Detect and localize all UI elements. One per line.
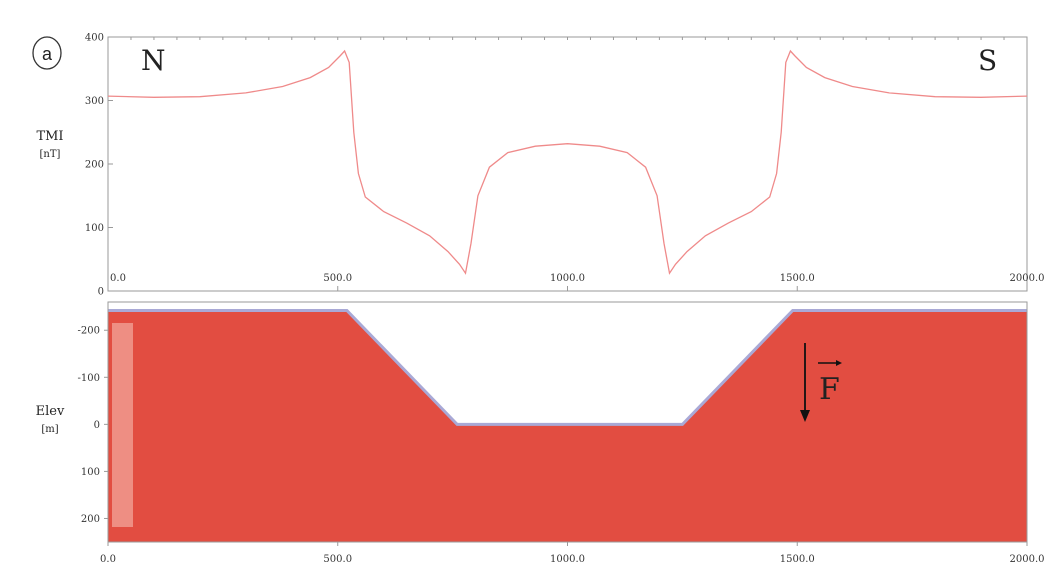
tmi-x-tick-label: 2000.0 [1010,273,1045,284]
tmi-y-tick-label: 400 [85,33,104,44]
tmi-y-tick-label: 300 [85,96,104,107]
tmi-x-tick-label: 1500.0 [780,273,815,284]
force-vector-bar-head [836,360,842,366]
elev-y-tick-label: 200 [81,514,100,525]
tmi-x-tick-label: 0.0 [110,273,126,284]
elev-y-tick-label: -100 [78,373,100,384]
elev-panel: 0.0 500.0 1000.0 1500.0 2000.0 -200 -100 0 100 2… [36,301,1045,565]
elev-y-tick-label: 0 [94,420,100,431]
south-label: S [978,44,997,77]
tmi-series-line [107,49,1028,275]
tmi-y-tick-label: 0 [98,287,104,298]
elev-y-axis: -200 -100 0 100 200 [78,326,108,525]
tmi-x-axis: 0.0 500.0 1000.0 1500.0 2000.0 [107,37,1045,291]
tmi-y-axis: 0 100 200 300 400 [85,33,113,298]
elev-y-tick-label: 100 [81,467,100,478]
elev-x-tick-label: 500.0 [323,554,352,565]
magnetic-body-top-edge [108,309,1027,426]
panel-letter-circle [32,36,62,70]
tmi-y-tick-label: 100 [85,223,104,234]
tmi-x-tick-label: 1000.0 [550,273,585,284]
elev-x-tick-label: 0.0 [100,554,116,565]
north-label: N [141,44,166,77]
force-label: F [819,372,840,407]
tmi-plot-frame [107,36,1028,292]
elev-x-tick-label: 1000.0 [550,554,585,565]
tmi-x-tick-label: 500.0 [323,273,352,284]
elev-y-tick-label: -200 [78,326,100,337]
field-arrow-head [800,410,810,422]
elev-x-tick-label: 2000.0 [1010,554,1045,565]
elev-axis-label: Elev [36,404,65,419]
tmi-y-tick-label: 200 [85,160,104,171]
panel-letter: a [42,44,53,64]
tmi-axis-label: TMI [36,129,63,144]
elev-x-axis: 0.0 500.0 1000.0 1500.0 2000.0 [100,542,1045,565]
tmi-axis-unit: [nT] [40,149,61,160]
tmi-panel: 0.0 500.0 1000.0 1500.0 2000.0 0 100 200 300 400… [32,33,1045,298]
magnetic-body-fill [108,310,1027,542]
elev-axis-unit: [m] [41,424,58,435]
elev-x-tick-label: 1500.0 [780,554,815,565]
inset-strip [112,323,133,527]
